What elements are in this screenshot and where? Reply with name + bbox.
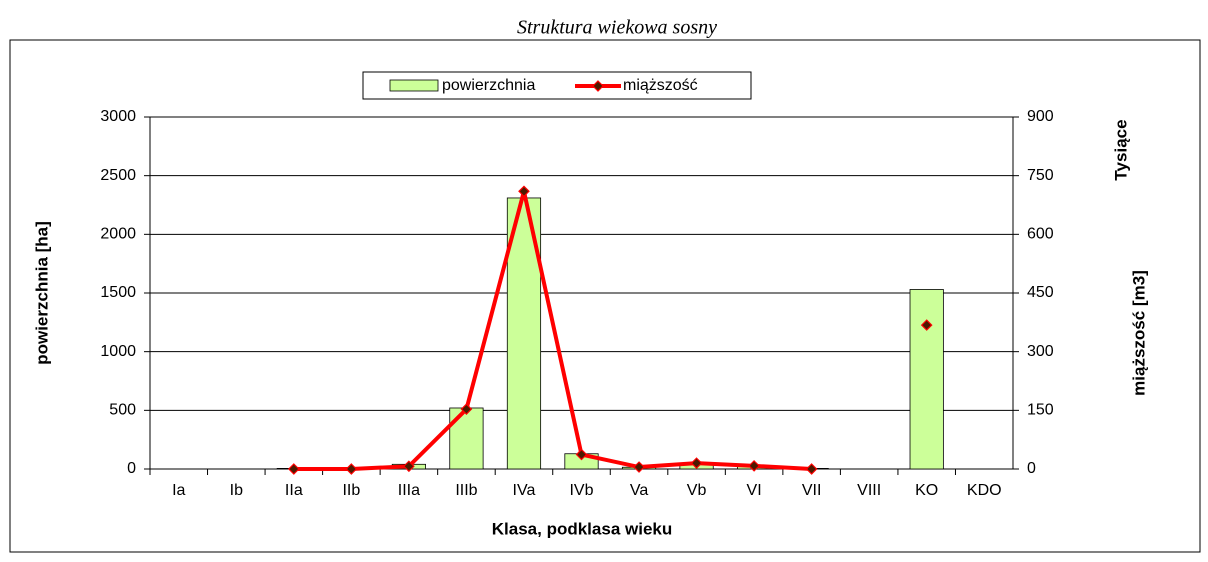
y2-tick-label: 900 [1027, 108, 1054, 125]
marker [345, 463, 358, 475]
marker [460, 403, 473, 416]
y2-tick-label: 600 [1027, 226, 1054, 243]
y2-axis-label: miąższość [m3] [1129, 270, 1148, 396]
x-tick-label: KDO [967, 482, 1002, 499]
y-tick-label: 2500 [100, 167, 136, 184]
y2-tick-label: 0 [1027, 460, 1036, 477]
x-tick-label: Va [630, 482, 648, 499]
x-tick-label: VI [747, 482, 762, 499]
marker [633, 461, 645, 473]
marker [287, 463, 300, 475]
y2-unit: Tysiące [1111, 119, 1130, 180]
y2-tick-label: 750 [1027, 167, 1054, 184]
x-tick-label: IVa [513, 482, 536, 499]
y-tick-label: 1000 [100, 343, 136, 360]
x-tick-label: KO [915, 482, 938, 499]
marker [403, 460, 415, 473]
legend-marker [592, 80, 604, 92]
y-tick-label: 2000 [100, 226, 136, 243]
y-tick-label: 0 [127, 460, 136, 477]
legend-label: miąższość [623, 77, 698, 94]
y2-tick-label: 150 [1027, 402, 1054, 419]
marker [920, 319, 933, 331]
x-tick-label: Ia [172, 482, 185, 499]
x-tick-label: IVb [569, 482, 593, 499]
chart-border [9, 39, 1201, 553]
x-tick-label: IIa [285, 482, 303, 499]
x-tick-label: VIII [857, 482, 881, 499]
y-axis-label: powierzchnia [ha] [32, 221, 51, 365]
chart-title: Struktura wiekowa sosny [517, 17, 717, 39]
x-axis-label: Klasa, podklasa wieku [492, 519, 672, 538]
y2-tick-label: 450 [1027, 284, 1054, 301]
y2-tick-label: 300 [1027, 343, 1054, 360]
marker [690, 457, 703, 469]
bar [449, 407, 484, 470]
y-tick-label: 1500 [100, 284, 136, 301]
x-tick-label: IIIa [398, 482, 420, 499]
bar [909, 289, 944, 470]
x-tick-label: IIb [342, 482, 360, 499]
legend-swatch [389, 79, 439, 92]
marker [575, 448, 588, 461]
y-tick-label: 3000 [100, 108, 136, 125]
x-tick-label: VII [802, 482, 822, 499]
marker [748, 460, 760, 472]
line [294, 191, 927, 469]
x-tick-label: Ib [230, 482, 243, 499]
marker [518, 185, 530, 198]
x-tick-label: IIIb [455, 482, 477, 499]
marker [805, 463, 818, 475]
legend-label: powierzchnia [442, 77, 535, 94]
y-tick-label: 500 [109, 402, 136, 419]
x-tick-label: Vb [687, 482, 707, 499]
